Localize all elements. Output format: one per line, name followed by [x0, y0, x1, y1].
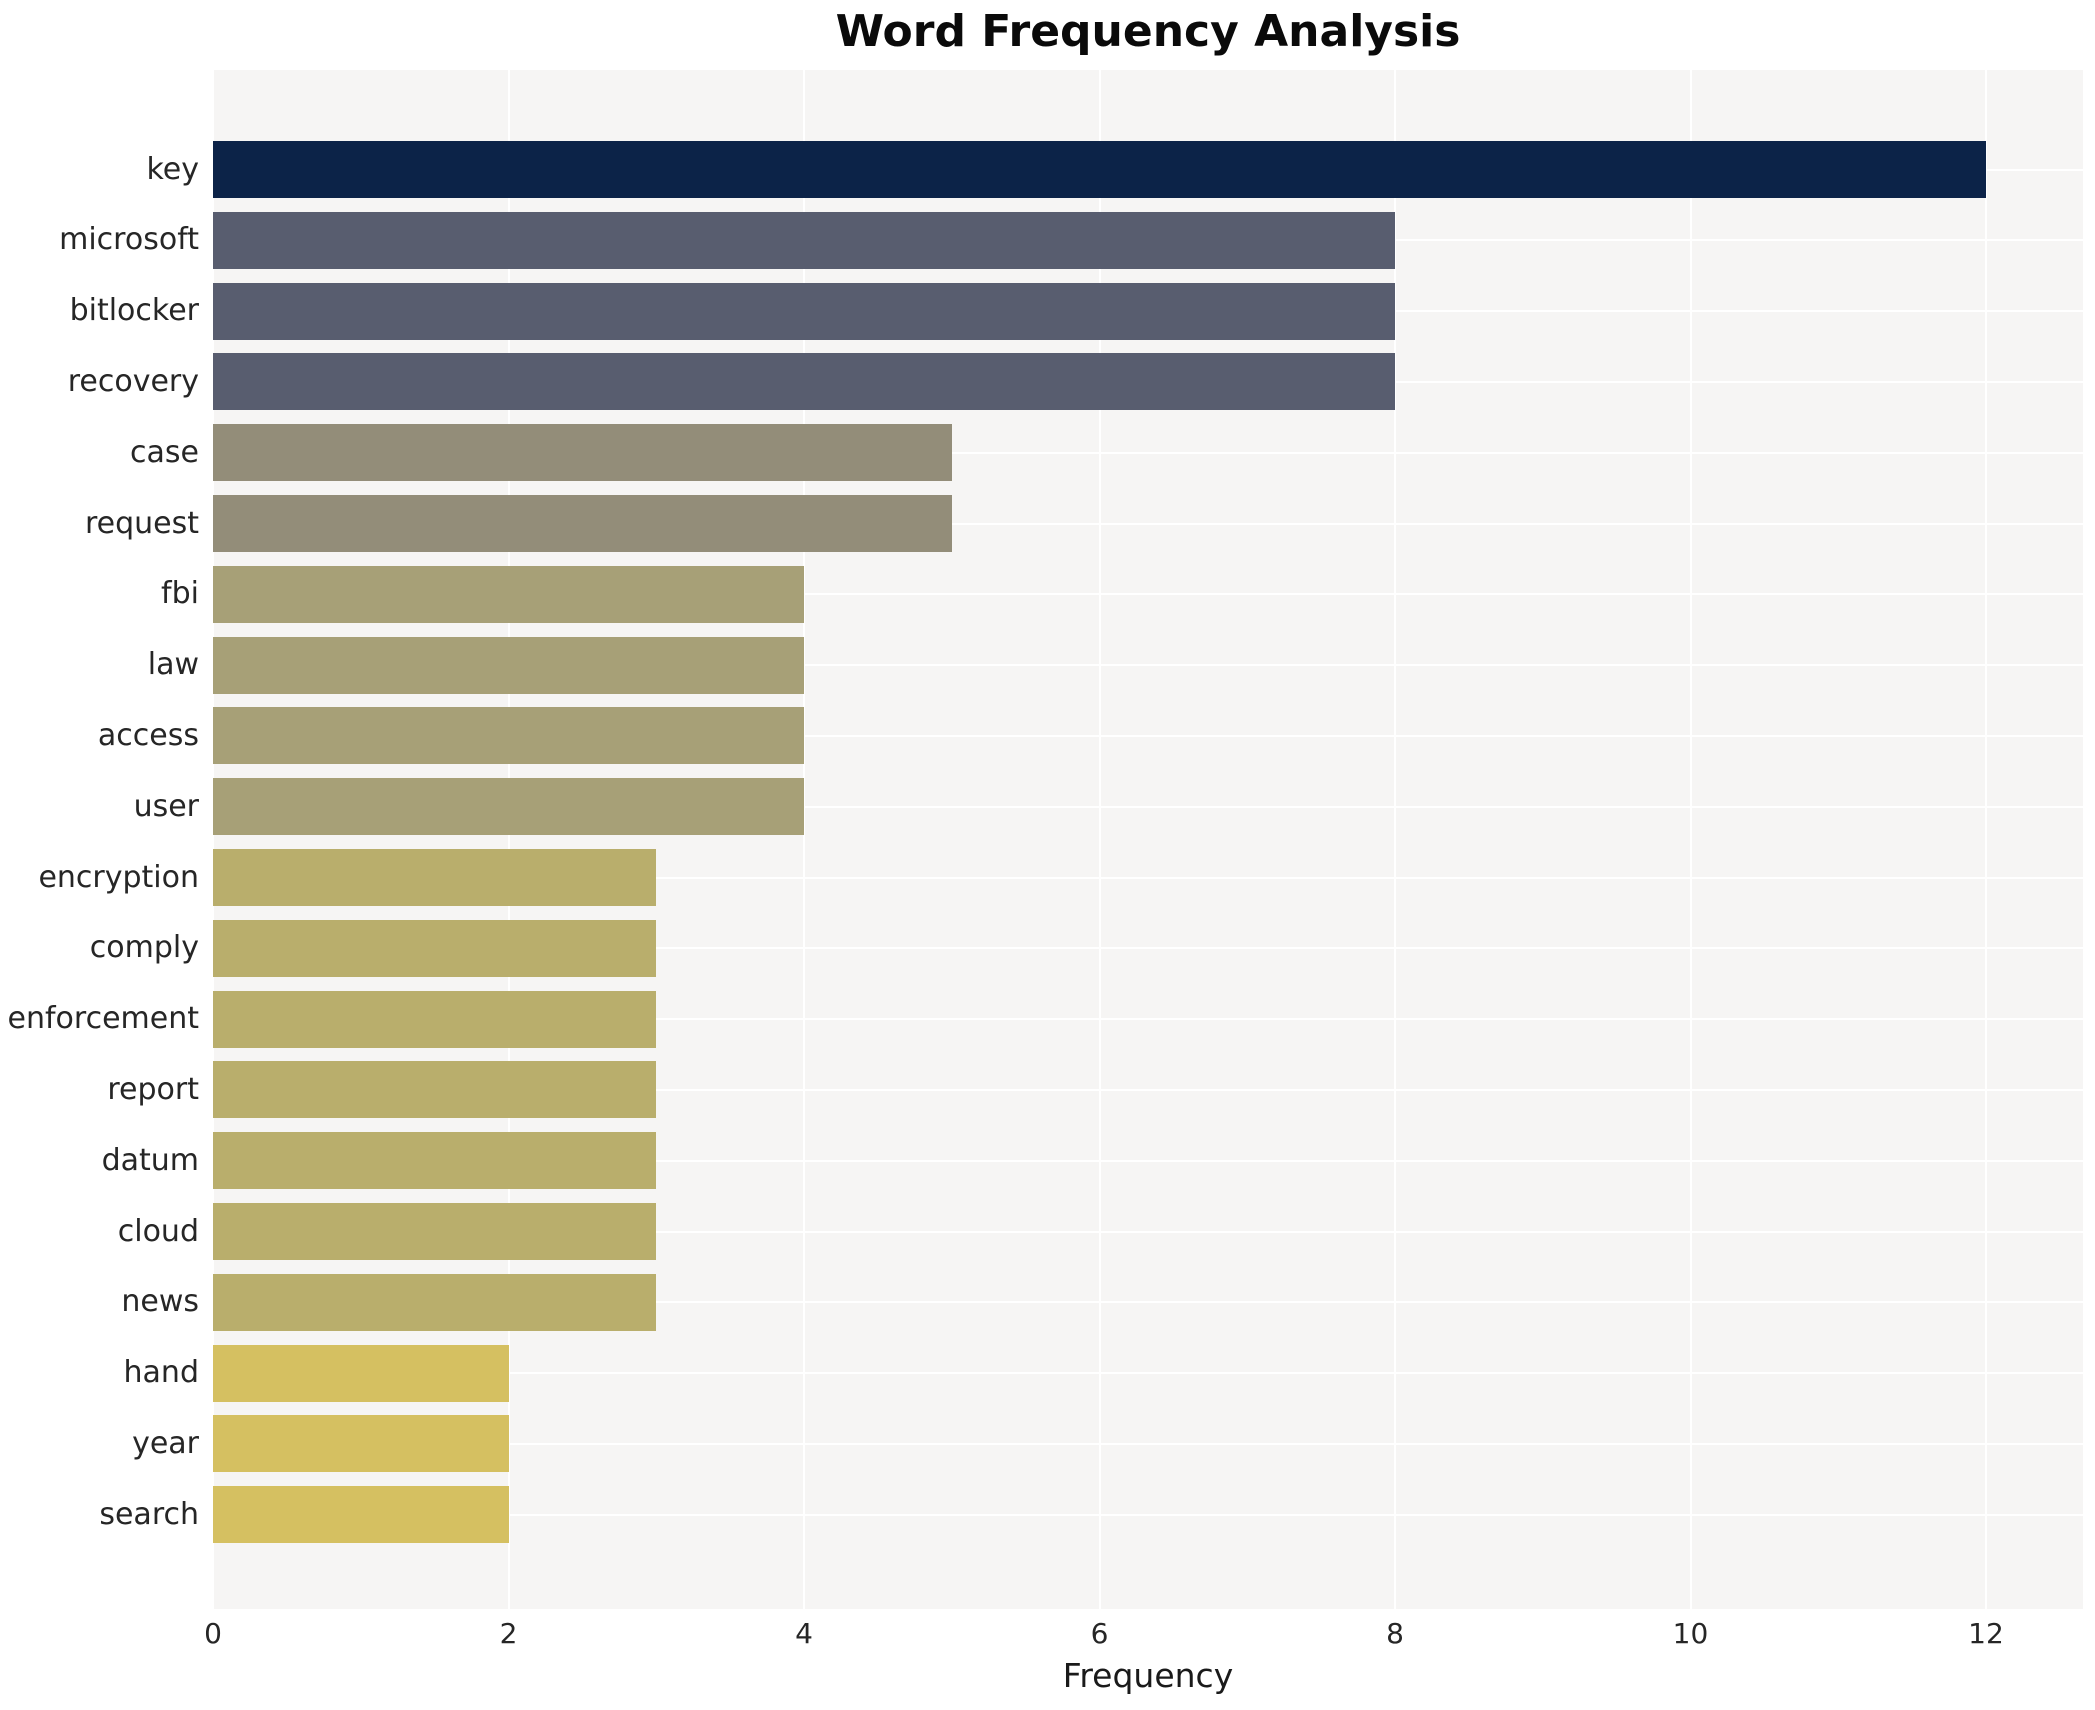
- grid-line-y: [213, 805, 2083, 808]
- grid-line-y: [213, 1230, 2083, 1233]
- y-tick-label: access: [97, 717, 199, 753]
- grid-line-y: [213, 1513, 2083, 1516]
- x-tick-label: 10: [1672, 1617, 1709, 1650]
- bar-cloud: [213, 1203, 657, 1260]
- grid-line-y: [213, 664, 2083, 667]
- bar-year: [213, 1415, 509, 1473]
- bar-microsoft: [213, 211, 1395, 269]
- y-tick-label: encryption: [38, 859, 199, 895]
- plot-area: [213, 70, 2083, 1609]
- grid-line-x: [213, 70, 214, 1609]
- chart-title: Word Frequency Analysis: [835, 6, 1461, 57]
- bar-fbi: [213, 565, 804, 623]
- x-tick-label: 8: [1386, 1617, 1404, 1650]
- x-tick-label: 6: [1090, 1617, 1109, 1650]
- grid-line-x: [1098, 70, 1101, 1609]
- bar-bitlocker: [213, 282, 1395, 340]
- grid-line-x: [507, 70, 510, 1609]
- x-tick-label: 0: [204, 1617, 222, 1650]
- y-tick-label: enforcement: [7, 1001, 199, 1037]
- y-tick-label: case: [130, 434, 199, 470]
- bar-access: [213, 707, 804, 765]
- y-tick-label: user: [133, 788, 199, 824]
- bar-key: [213, 141, 1986, 198]
- y-tick-label: microsoft: [59, 222, 199, 258]
- grid-line-y: [213, 1372, 2083, 1375]
- grid-line-y: [213, 451, 2083, 454]
- bar-report: [213, 1061, 657, 1119]
- grid-line-y: [213, 593, 2083, 596]
- bar-news: [213, 1273, 657, 1331]
- grid-line-y: [213, 522, 2083, 525]
- grid-line-y: [213, 734, 2083, 737]
- grid-line-x: [1689, 70, 1692, 1609]
- x-tick-label: 12: [1968, 1617, 2004, 1650]
- bar-datum: [213, 1132, 657, 1190]
- bar-hand: [213, 1344, 509, 1402]
- y-tick-label: news: [121, 1284, 199, 1320]
- grid-line-y: [213, 1442, 2083, 1445]
- y-tick-label: datum: [101, 1142, 199, 1178]
- y-tick-label: cloud: [117, 1213, 199, 1249]
- y-tick-label: key: [146, 151, 199, 187]
- grid-line-x: [803, 70, 805, 1609]
- x-axis-title: Frequency: [1062, 1656, 1234, 1695]
- bar-user: [213, 778, 804, 836]
- x-tick-label: 2: [499, 1617, 518, 1650]
- grid-line-y: [213, 1018, 2083, 1021]
- bar-enforcement: [213, 990, 657, 1048]
- grid-line-y: [213, 947, 2083, 950]
- bar-case: [213, 424, 952, 482]
- y-tick-label: law: [147, 647, 199, 683]
- bar-comply: [213, 919, 657, 977]
- bar-search: [213, 1486, 509, 1544]
- bar-recovery: [213, 353, 1395, 411]
- y-tick-label: comply: [89, 930, 199, 966]
- grid-line-y: [213, 1088, 2083, 1091]
- y-tick-label: report: [107, 1071, 199, 1107]
- grid-line-x: [1394, 70, 1396, 1609]
- y-tick-label: search: [99, 1496, 199, 1532]
- grid-line-x: [1985, 70, 1987, 1609]
- bar-request: [213, 495, 952, 552]
- y-tick-label: recovery: [67, 363, 199, 399]
- y-tick-label: fbi: [161, 576, 199, 612]
- x-tick-label: 4: [795, 1617, 813, 1650]
- y-tick-label: bitlocker: [69, 293, 199, 329]
- bar-law: [213, 636, 804, 694]
- y-tick-label: year: [132, 1425, 199, 1461]
- y-tick-label: request: [84, 505, 199, 541]
- grid-line-y: [213, 1159, 2083, 1162]
- grid-line-y: [213, 876, 2083, 879]
- grid-line-y: [213, 1301, 2083, 1304]
- y-tick-label: hand: [123, 1355, 199, 1391]
- bar-encryption: [213, 849, 657, 906]
